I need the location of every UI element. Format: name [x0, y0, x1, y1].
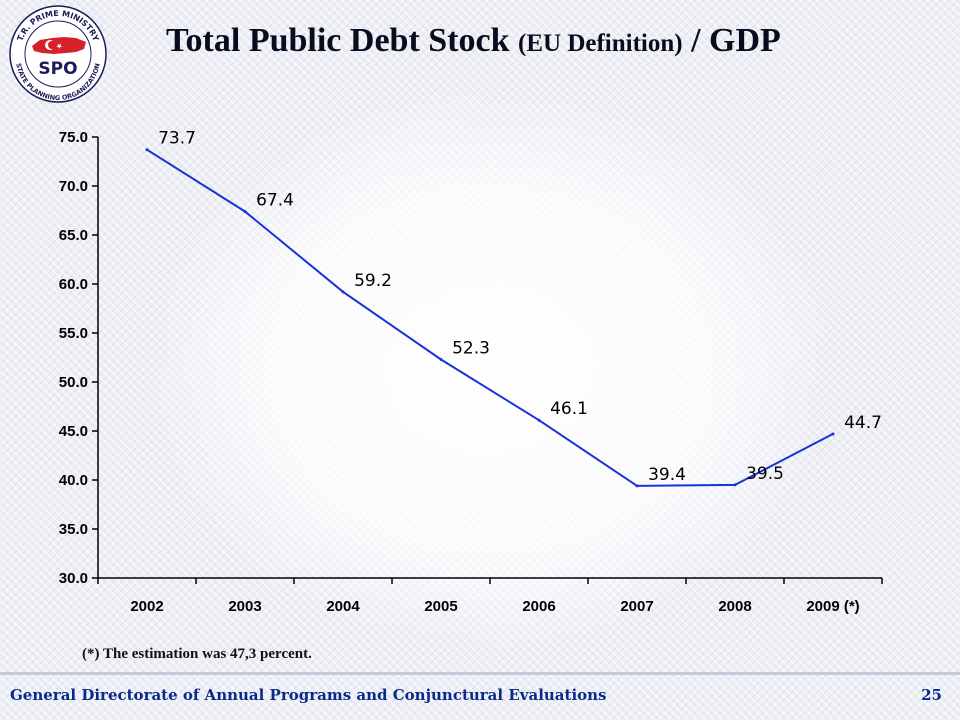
- data-label: 44.7: [844, 413, 882, 433]
- x-axis: 2002 2003 2004 2005 2006 2007 2008 2009 (*): [97, 577, 883, 615]
- y-tick-label: 65.0: [59, 227, 88, 244]
- series-line: [146, 148, 834, 487]
- data-label: 67.4: [256, 190, 294, 210]
- data-point: [439, 357, 443, 361]
- logo-abbr: SPO: [38, 59, 77, 79]
- y-axis: 30.0 35.0 40.0 45.0 50.0 55.0 60.0 65.0 70.0 75.0: [59, 129, 99, 587]
- data-point: [831, 432, 835, 436]
- y-tick-label: 50.0: [59, 374, 88, 391]
- x-tick-label: 2008: [718, 598, 751, 615]
- data-point: [733, 483, 737, 487]
- x-tick-label: 2006: [522, 598, 555, 615]
- data-point: [145, 148, 149, 152]
- slide-title: Total Public Debt Stock (EU Definition) …: [166, 22, 926, 60]
- y-tick-label: 70.0: [59, 178, 88, 195]
- footnote: (*) The estimation was 47,3 percent.: [82, 646, 312, 662]
- data-label: 73.7: [158, 129, 196, 149]
- x-tick-label: 2004: [326, 598, 360, 615]
- title-tail: / GDP: [682, 22, 781, 59]
- y-tick-label: 55.0: [59, 325, 88, 342]
- x-tick-label: 2005: [424, 598, 457, 615]
- title-paren: (EU Definition): [518, 30, 683, 57]
- data-label: 59.2: [354, 271, 392, 291]
- spo-logo: T.R. PRIME MINISTRY STATE PLANNING ORGAN…: [9, 5, 107, 103]
- y-tick-label: 45.0: [59, 423, 88, 440]
- watermark-glow: [150, 90, 830, 650]
- data-label: 52.3: [452, 338, 490, 358]
- y-tick-label: 75.0: [59, 129, 88, 146]
- data-label: 39.4: [648, 465, 686, 485]
- data-point: [635, 484, 639, 488]
- data-labels: 73.7 67.4 59.2 52.3 46.1 39.4 39.5 44.7: [158, 129, 882, 485]
- y-tick-label: 60.0: [59, 276, 88, 293]
- y-tick-label: 30.0: [59, 570, 88, 587]
- footer-divider: [0, 672, 960, 675]
- debt-series: [145, 148, 835, 488]
- page-number: 25: [921, 686, 942, 704]
- x-tick-label: 2009 (*): [806, 598, 859, 615]
- x-tick-label: 2003: [228, 598, 261, 615]
- data-point: [243, 209, 247, 213]
- y-tick-label: 40.0: [59, 472, 88, 489]
- data-point: [341, 290, 345, 294]
- data-label: 39.5: [746, 464, 784, 484]
- data-label: 46.1: [550, 399, 588, 419]
- title-main: Total Public Debt Stock: [166, 22, 519, 59]
- data-point: [537, 418, 541, 422]
- x-tick-label: 2007: [620, 598, 653, 615]
- x-tick-label: 2002: [130, 598, 163, 615]
- y-tick-label: 35.0: [59, 521, 88, 538]
- footer-org-name: General Directorate of Annual Programs a…: [10, 686, 607, 704]
